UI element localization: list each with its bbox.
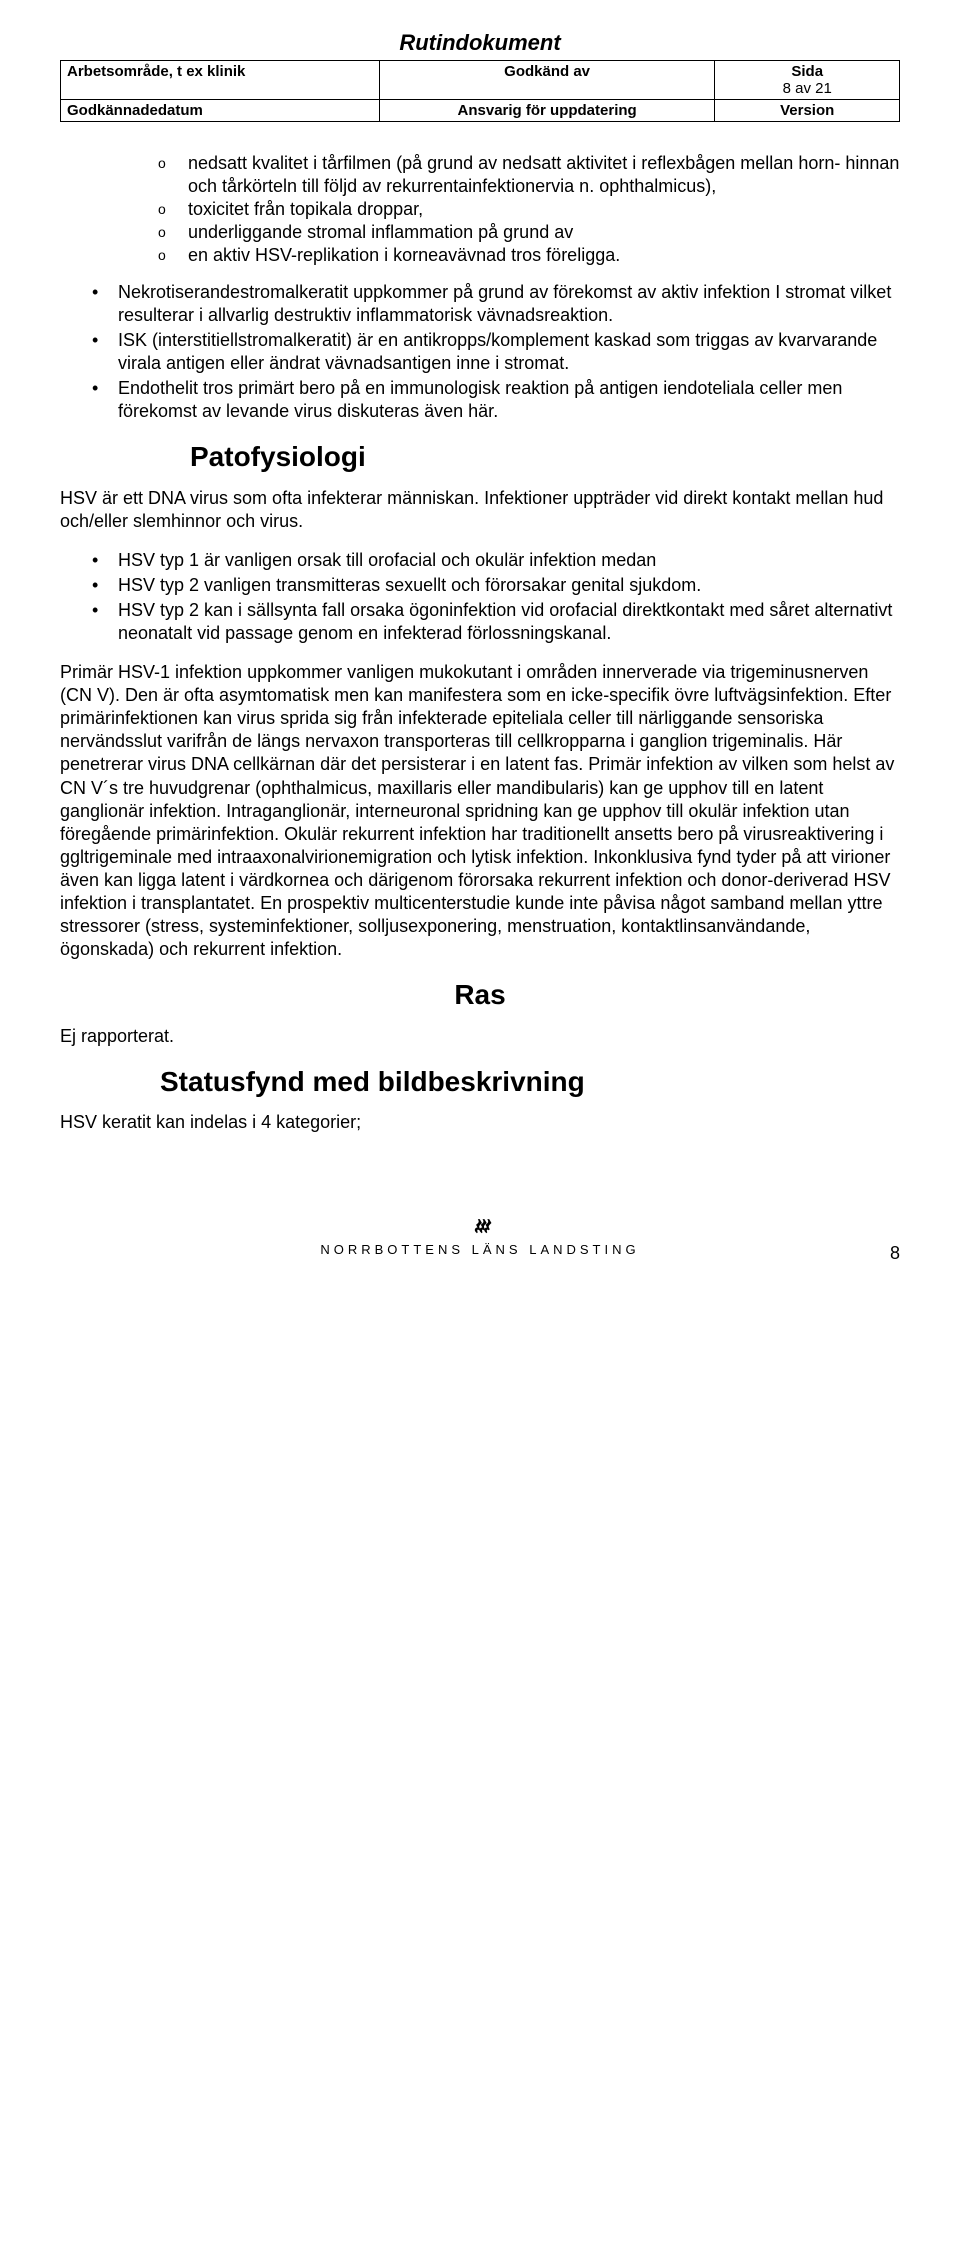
hdr-date-label: Godkännadedatum	[67, 102, 373, 119]
list-item: Nekrotiserandestromalkeratit uppkommer p…	[60, 281, 900, 327]
hdr-approvedby-label: Godkänd av	[386, 63, 709, 80]
paragraph: Ej rapporterat.	[60, 1025, 900, 1048]
logo-mark-icon: 𝄽𝄽𝄽	[473, 1214, 487, 1240]
list-item: en aktiv HSV-replikation i korneavävnad …	[130, 244, 900, 267]
footer: 𝄽𝄽𝄽 NORRBOTTENS LÄNS LANDSTING 8	[60, 1214, 900, 1284]
list-item: toxicitet från topikala droppar,	[130, 198, 900, 221]
hdr-page-label: Sida	[721, 63, 893, 80]
heading-patofysiologi: Patofysiologi	[60, 439, 900, 475]
hdr-area-label: Arbetsområde, t ex klinik	[67, 63, 373, 80]
list-item: HSV typ 1 är vanligen orsak till orofaci…	[60, 549, 900, 572]
page-number: 8	[890, 1243, 900, 1264]
list-item: ISK (interstitiellstromalkeratit) är en …	[60, 329, 900, 375]
document-title: Rutindokument	[60, 30, 900, 56]
circle-list: nedsatt kvalitet i tårfilmen (på grund a…	[130, 152, 900, 267]
paragraph: HSV är ett DNA virus som ofta infekterar…	[60, 487, 900, 533]
list-item: HSV typ 2 kan i sällsynta fall orsaka ög…	[60, 599, 900, 645]
bullet-list-1: Nekrotiserandestromalkeratit uppkommer p…	[60, 281, 900, 423]
list-item: underliggande stromal inflammation på gr…	[130, 221, 900, 244]
footer-logo: 𝄽𝄽𝄽 NORRBOTTENS LÄNS LANDSTING	[60, 1214, 900, 1257]
list-item: nedsatt kvalitet i tårfilmen (på grund a…	[130, 152, 900, 198]
hdr-version-label: Version	[721, 102, 893, 119]
list-item: HSV typ 2 vanligen transmitteras sexuell…	[60, 574, 900, 597]
heading-ras: Ras	[60, 977, 900, 1013]
heading-status: Statusfynd med bildbeskrivning	[60, 1064, 900, 1100]
bullet-list-2: HSV typ 1 är vanligen orsak till orofaci…	[60, 549, 900, 645]
paragraph: Primär HSV-1 infektion uppkommer vanlige…	[60, 661, 900, 960]
list-item: Endothelit tros primärt bero på en immun…	[60, 377, 900, 423]
logo-text: NORRBOTTENS LÄNS LANDSTING	[60, 1242, 900, 1257]
paragraph: HSV keratit kan indelas i 4 kategorier;	[60, 1111, 900, 1134]
hdr-page-value: 8 av 21	[721, 80, 893, 97]
header-table: Arbetsområde, t ex klinik Godkänd av Sid…	[60, 60, 900, 122]
hdr-resp-label: Ansvarig för uppdatering	[386, 102, 709, 119]
